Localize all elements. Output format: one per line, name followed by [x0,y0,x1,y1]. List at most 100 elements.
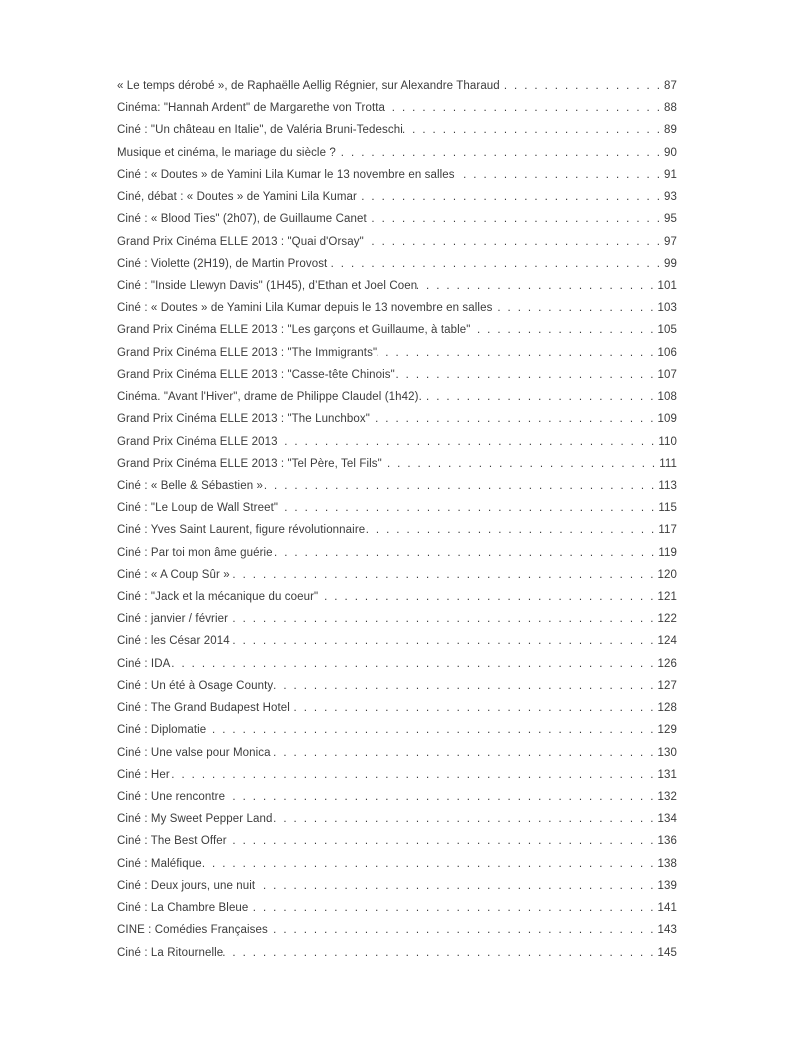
toc-entry[interactable]: Grand Prix Cinéma ELLE 2013 : "Tel Père,… [117,458,677,480]
toc-entry[interactable]: Ciné : "Inside Llewyn Davis" (1H45), d’E… [117,280,677,302]
toc-entry[interactable]: Ciné : Yves Saint Laurent, figure révolu… [117,524,677,546]
dot-leader: . . . . . . . . . . . . . . . . . . . . … [271,746,654,759]
dot-leader: . . . . . . . . . . . . . . . . . . . . … [170,657,654,670]
toc-entry[interactable]: Cinéma: "Hannah Ardent" de Margarethe vo… [117,102,677,124]
toc-entry-title: « Le temps dérobé », de Raphaëlle Aellig… [117,80,500,92]
toc-entry-page-number: 130 [657,746,677,759]
toc-entry[interactable]: Grand Prix Cinéma ELLE 2013 : "Quai d'Or… [117,236,677,258]
toc-entry[interactable]: CINE : Comédies Françaises . . . . . . .… [117,924,677,946]
toc-entry-page-number: 93 [664,191,677,204]
toc-entry[interactable]: Ciné : janvier / février . . . . . . . .… [117,613,677,635]
toc-entry[interactable]: Ciné : The Grand Budapest Hotel . . . . … [117,702,677,724]
toc-entry-page-number: 109 [657,413,677,426]
toc-entry[interactable]: Ciné : "Un château en Italie", de Valéri… [117,124,677,146]
dot-leader: . . . . . . . . . . . . . . . . . . . . … [230,635,654,648]
dot-leader: . . . . . . . . . . . . . . . . . . . . … [500,80,660,92]
dot-leader: . . . . . . . . . . . . . . . . . . . . … [417,279,654,292]
dot-leader: . . . . . . . . . . . . . . . . . . . . … [327,257,660,270]
toc-entry-title: Ciné : "Jack et la mécanique du coeur" [117,591,319,604]
toc-entry[interactable]: Ciné : « Doutes » de Yamini Lila Kumar d… [117,302,677,324]
toc-entry-title: Ciné : IDA [117,657,171,670]
toc-entry-page-number: 97 [664,235,677,248]
toc-entry[interactable]: Ciné : « Blood Ties" (2h07), de Guillaum… [117,213,677,235]
toc-entry[interactable]: Ciné : Diplomatie . . . . . . . . . . . … [117,724,677,746]
dot-leader: . . . . . . . . . . . . . . . . . . . . … [278,502,655,515]
toc-entry-title: Grand Prix Cinéma ELLE 2013 : "The Lunch… [117,413,370,426]
toc-entry-page-number: 99 [664,257,677,270]
toc-entry-page-number: 131 [657,768,677,781]
dot-leader: . . . . . . . . . . . . . . . . . . . . … [201,857,654,870]
toc-entry[interactable]: Musique et cinéma, le mariage du siècle … [117,147,677,169]
toc-entry-title: Ciné : Un été à Osage County [117,679,274,692]
toc-entry[interactable]: Ciné : La Ritournelle . . . . . . . . . … [117,947,677,969]
toc-entry[interactable]: Ciné : IDA . . . . . . . . . . . . . . .… [117,658,677,680]
toc-entry[interactable]: Grand Prix Cinéma ELLE 2013 : "Les garço… [117,324,677,346]
toc-entry[interactable]: Grand Prix Cinéma ELLE 2013 : "The Immig… [117,347,677,369]
toc-entry-page-number: 141 [657,902,677,915]
toc-entry[interactable]: Cinéma. "Avant l'Hiver", drame de Philip… [117,391,677,413]
toc-entry-page-number: 106 [657,346,677,359]
toc-entry[interactable]: « Le temps dérobé », de Raphaëlle Aellig… [117,80,677,102]
toc-entry-title: Cinéma. "Avant l'Hiver", drame de Philip… [117,391,422,404]
toc-entry-title: Ciné : Yves Saint Laurent, figure révolu… [117,524,366,537]
dot-leader: . . . . . . . . . . . . . . . . . . . . … [223,946,654,959]
toc-entry[interactable]: Ciné : La Chambre Bleue . . . . . . . . … [117,902,677,924]
toc-entry[interactable]: Grand Prix Cinéma ELLE 2013 : "The Lunch… [117,413,677,435]
toc-entry-page-number: 111 [659,457,677,470]
toc-entry-page-number: 95 [664,213,677,226]
toc-entry[interactable]: Ciné : Une rencontre . . . . . . . . . .… [117,791,677,813]
dot-leader: . . . . . . . . . . . . . . . . . . . . … [377,346,654,359]
toc-entry[interactable]: Ciné : My Sweet Pepper Land . . . . . . … [117,813,677,835]
toc-entry-title: Ciné : « Belle & Sébastien » [117,479,263,492]
toc-entry[interactable]: Ciné : Deux jours, une nuit . . . . . . … [117,880,677,902]
toc-entry[interactable]: Grand Prix Cinéma ELLE 2013 : "Casse-têt… [117,369,677,391]
toc-entry[interactable]: Ciné : The Best Offer . . . . . . . . . … [117,835,677,857]
toc-entry[interactable]: Ciné : Violette (2H19), de Martin Provos… [117,258,677,280]
toc-entry[interactable]: Ciné : "Le Loup de Wall Street" . . . . … [117,502,677,524]
dot-leader: . . . . . . . . . . . . . . . . . . . . … [365,524,655,537]
toc-entry[interactable]: Ciné : Her . . . . . . . . . . . . . . .… [117,769,677,791]
dot-leader: . . . . . . . . . . . . . . . . . . . . … [273,546,655,559]
table-of-contents: « Le temps dérobé », de Raphaëlle Aellig… [117,80,677,969]
toc-entry[interactable]: Ciné : « Belle & Sébastien » . . . . . .… [117,480,677,502]
toc-entry-title: Grand Prix Cinéma ELLE 2013 : "Tel Père,… [117,457,382,470]
toc-entry[interactable]: Ciné : Par toi mon âme guérie . . . . . … [117,547,677,569]
toc-entry[interactable]: Ciné : Une valse pour Monica . . . . . .… [117,747,677,769]
toc-entry-page-number: 103 [657,302,677,315]
toc-entry-page-number: 90 [664,146,677,159]
toc-entry-title: Ciné : Par toi mon âme guérie [117,546,273,559]
toc-entry-title: Ciné : « Blood Ties" (2h07), de Guillaum… [117,213,367,226]
toc-entry[interactable]: Ciné : Maléfique . . . . . . . . . . . .… [117,858,677,880]
toc-entry[interactable]: Ciné, débat : « Doutes » de Yamini Lila … [117,191,677,213]
dot-leader: . . . . . . . . . . . . . . . . . . . . … [370,413,654,426]
dot-leader: . . . . . . . . . . . . . . . . . . . . … [272,813,654,826]
toc-entry-page-number: 113 [658,479,677,492]
toc-entry-page-number: 134 [657,813,677,826]
toc-entry-title: Musique et cinéma, le mariage du siècle … [117,146,336,159]
toc-entry-page-number: 124 [657,635,677,648]
toc-entry-page-number: 145 [657,946,677,959]
toc-entry[interactable]: Ciné : les César 2014 . . . . . . . . . … [117,635,677,657]
toc-entry[interactable]: Grand Prix Cinéma ELLE 2013 . . . . . . … [117,436,677,458]
toc-entry[interactable]: Ciné : « A Coup Sûr » . . . . . . . . . … [117,569,677,591]
dot-leader: . . . . . . . . . . . . . . . . . . . . … [248,902,654,915]
toc-entry[interactable]: Ciné : Un été à Osage County . . . . . .… [117,680,677,702]
toc-entry[interactable]: Ciné : « Doutes » de Yamini Lila Kumar l… [117,169,677,191]
toc-entry-title: Grand Prix Cinéma ELLE 2013 : "Quai d'Or… [117,235,364,248]
toc-entry-title: Ciné : « Doutes » de Yamini Lila Kumar l… [117,168,455,181]
dot-leader: . . . . . . . . . . . . . . . . . . . . … [492,302,654,315]
toc-entry-title: Ciné : Violette (2H19), de Martin Provos… [117,257,328,270]
dot-leader: . . . . . . . . . . . . . . . . . . . . … [336,146,660,159]
toc-entry-title: Ciné : Maléfique [117,857,202,870]
toc-entry[interactable]: Ciné : "Jack et la mécanique du coeur" .… [117,591,677,613]
toc-entry-page-number: 115 [658,502,677,515]
toc-entry-page-number: 126 [657,657,677,670]
dot-leader: . . . . . . . . . . . . . . . . . . . . … [273,679,654,692]
toc-entry-page-number: 110 [658,435,677,448]
toc-entry-page-number: 87 [664,80,677,92]
toc-entry-title: Ciné : Une rencontre [117,791,226,803]
toc-entry-title: Ciné : Her [117,768,170,781]
toc-entry-page-number: 119 [658,546,677,559]
dot-leader: . . . . . . . . . . . . . . . . . . . . … [228,613,654,626]
